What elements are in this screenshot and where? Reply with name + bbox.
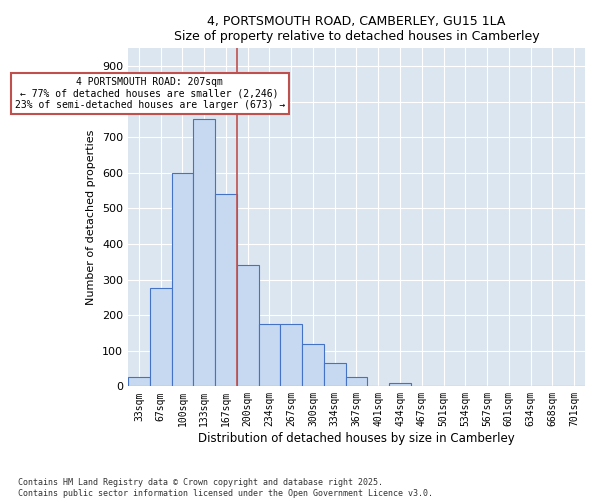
Bar	[346, 378, 367, 386]
Bar	[172, 173, 193, 386]
Bar	[324, 363, 346, 386]
Title: 4, PORTSMOUTH ROAD, CAMBERLEY, GU15 1LA
Size of property relative to detached ho: 4, PORTSMOUTH ROAD, CAMBERLEY, GU15 1LA …	[173, 15, 539, 43]
Bar	[237, 266, 259, 386]
Bar	[302, 344, 324, 386]
X-axis label: Distribution of detached houses by size in Camberley: Distribution of detached houses by size …	[198, 432, 515, 445]
Bar	[150, 288, 172, 386]
Bar	[193, 120, 215, 386]
Bar	[128, 378, 150, 386]
Text: Contains HM Land Registry data © Crown copyright and database right 2025.
Contai: Contains HM Land Registry data © Crown c…	[18, 478, 433, 498]
Bar	[389, 383, 411, 386]
Bar	[215, 194, 237, 386]
Bar	[280, 324, 302, 386]
Y-axis label: Number of detached properties: Number of detached properties	[86, 130, 97, 305]
Bar	[259, 324, 280, 386]
Text: 4 PORTSMOUTH ROAD: 207sqm
← 77% of detached houses are smaller (2,246)
23% of se: 4 PORTSMOUTH ROAD: 207sqm ← 77% of detac…	[14, 77, 285, 110]
